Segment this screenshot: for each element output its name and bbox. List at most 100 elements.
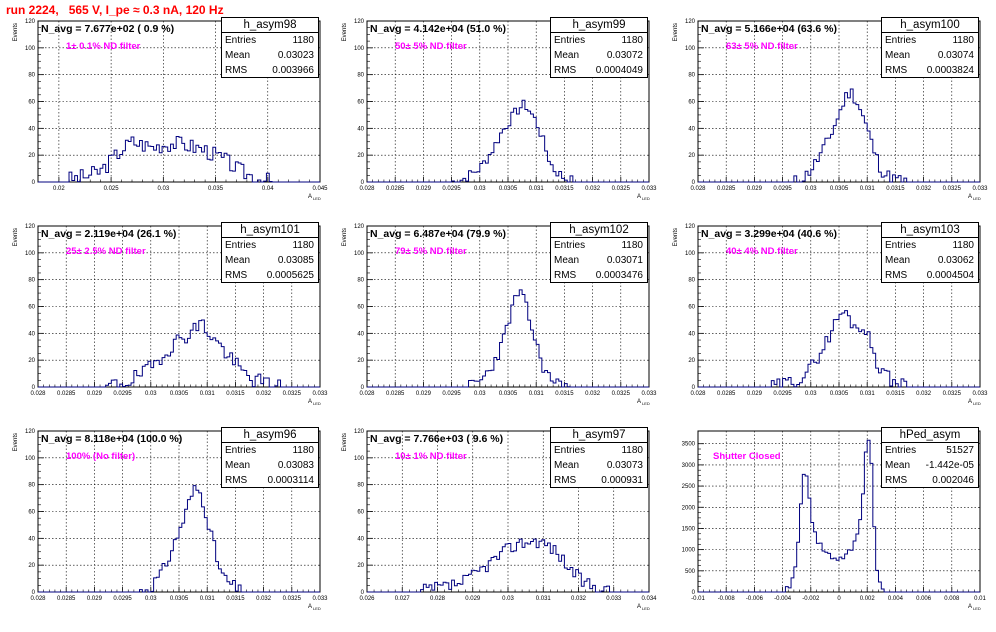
histogram-panel-h_asym98: 0.02 0.025 0.03 0.035 0.04 0.045 0 20 40 60 80 100 1… <box>8 17 328 222</box>
stats-key-mean: Mean <box>225 460 251 471</box>
x-tick-label: 0.033 <box>312 391 328 397</box>
y-tick-label: 60 <box>28 510 35 516</box>
y-tick-label: 0 <box>361 590 365 596</box>
y-tick-label: 20 <box>28 358 35 364</box>
y-tick-label: 0 <box>32 180 36 186</box>
y-axis-title: Events <box>342 433 348 451</box>
y-tick-label: 20 <box>28 153 35 159</box>
x-tick-label: 0.031 <box>529 186 545 192</box>
stats-hist-name: h_asym98 <box>222 18 318 33</box>
stats-value-rms: 0.0003114 <box>267 475 314 486</box>
stats-key-rms: RMS <box>554 475 577 486</box>
stats-key-entries: Entries <box>554 240 586 251</box>
filter-label: 1± 0.1% ND filter <box>66 41 141 52</box>
stats-value-entries: 1180 <box>292 445 314 456</box>
x-tick-label: 0.03 <box>474 391 486 397</box>
stats-hist-name: h_asym102 <box>551 223 647 238</box>
x-tick-label: 0.031 <box>536 596 552 602</box>
y-tick-label: 1500 <box>682 526 696 532</box>
x-axis-title-subscript: LED <box>313 196 321 201</box>
y-tick-label: 80 <box>357 278 364 284</box>
x-tick-label: 0.0285 <box>717 391 736 397</box>
x-tick-label: 0.0325 <box>283 391 302 397</box>
y-tick-label: 1000 <box>682 548 696 554</box>
stats-key-entries: Entries <box>885 240 917 251</box>
x-axis-title-subscript: LED <box>642 196 650 201</box>
stats-value-rms: 0.0003476 <box>595 270 643 281</box>
y-tick-label: 40 <box>28 331 35 337</box>
x-tick-label: 0.027 <box>395 596 411 602</box>
stats-row-entries: Entries 1180 <box>551 33 647 48</box>
stats-key-entries: Entries <box>225 445 257 456</box>
x-tick-label: 0.0285 <box>386 186 405 192</box>
x-axis-title-subscript: LED <box>973 606 981 611</box>
histogram-canvas: 0.02 0.025 0.03 0.035 0.04 0.045 0 20 40 60 80 100 1… <box>13 19 328 201</box>
stats-value-entries: 1180 <box>621 445 643 456</box>
stats-key-entries: Entries <box>885 35 917 46</box>
x-tick-label: 0 <box>837 596 841 602</box>
y-tick-label: 0 <box>692 590 696 596</box>
y-tick-label: 80 <box>688 73 695 79</box>
stats-row-rms: RMS 0.0003114 <box>222 473 318 488</box>
y-axis-title: Events <box>13 23 19 41</box>
x-axis-title-subscript: LED <box>313 401 321 406</box>
x-tick-label: 0.033 <box>312 596 328 602</box>
y-axis-title: Events <box>13 433 19 451</box>
x-axis-title-subscript: LED <box>313 606 321 611</box>
stats-value-mean: 0.03062 <box>937 255 974 266</box>
y-tick-label: 0 <box>361 385 365 391</box>
stats-key-entries: Entries <box>885 445 917 456</box>
stats-value-rms: 0.002046 <box>932 475 974 486</box>
x-tick-label: 0.03 <box>805 391 817 397</box>
x-axis-title: A <box>308 399 312 405</box>
stats-hist-name: h_asym96 <box>222 428 318 443</box>
x-tick-label: 0.0305 <box>830 186 849 192</box>
stats-row-mean: Mean 0.03085 <box>222 253 318 268</box>
stats-key-rms: RMS <box>885 270 908 281</box>
filter-label: 25± 2.5% ND filter <box>66 246 146 257</box>
y-tick-label: 0 <box>692 180 696 186</box>
x-tick-label: 0.0315 <box>886 186 905 192</box>
stats-box: h_asym98 Entries 1180 Mean 0.03023 RMS 0.00396… <box>221 17 319 78</box>
histogram-line <box>38 319 320 388</box>
x-tick-label: 0.0295 <box>442 391 461 397</box>
stats-key-mean: Mean <box>225 50 251 61</box>
x-tick-label: 0.034 <box>641 596 657 602</box>
x-tick-label: 0.031 <box>200 391 216 397</box>
y-tick-label: 120 <box>25 19 36 25</box>
stats-box: h_asym99 Entries 1180 Mean 0.03072 RMS 0.00040… <box>550 17 648 78</box>
x-tick-label: 0.029 <box>747 186 763 192</box>
y-tick-label: 0 <box>692 385 696 391</box>
stats-value-entries: 1180 <box>952 240 974 251</box>
n-avg-label: N_avg = 2.119e+04 (26.1 %) <box>41 228 177 240</box>
filter-label: 63± 5% ND filter <box>726 41 798 52</box>
stats-value-rms: 0.0004049 <box>595 65 643 76</box>
y-tick-label: 60 <box>688 100 695 106</box>
histogram-line <box>38 136 320 183</box>
stats-value-entries: 1180 <box>292 240 314 251</box>
y-tick-label: 80 <box>28 73 35 79</box>
y-axis-title: Events <box>673 23 679 41</box>
x-tick-label: 0.0285 <box>717 186 736 192</box>
x-tick-label: 0.032 <box>571 596 587 602</box>
x-tick-label: 0.029 <box>465 596 481 602</box>
x-tick-label: 0.03 <box>145 596 157 602</box>
y-tick-label: 40 <box>688 331 695 337</box>
y-tick-label: 120 <box>354 429 365 435</box>
x-tick-label: -0.01 <box>691 596 705 602</box>
stats-box: h_asym101 Entries 1180 Mean 0.03085 RMS 0.0005… <box>221 222 319 283</box>
y-tick-label: 120 <box>354 224 365 230</box>
n-avg-label: N_avg = 8.118e+04 (100.0 %) <box>41 433 183 445</box>
stats-key-mean: Mean <box>885 460 911 471</box>
x-tick-label: 0.0295 <box>773 186 792 192</box>
x-tick-label: 0.033 <box>972 391 988 397</box>
stats-row-mean: Mean 0.03083 <box>222 458 318 473</box>
x-tick-label: 0.0305 <box>499 391 518 397</box>
x-tick-label: 0.0285 <box>386 391 405 397</box>
y-tick-label: 120 <box>685 224 696 230</box>
x-tick-label: 0.0285 <box>57 596 76 602</box>
stats-value-rms: 0.000931 <box>601 475 643 486</box>
stats-row-entries: Entries 1180 <box>882 33 978 48</box>
histogram-panel-h_asym101: 0.028 0.0285 0.029 0.0295 0.03 0.0305 0.031 0.0… <box>8 222 328 427</box>
x-tick-label: 0.029 <box>747 391 763 397</box>
